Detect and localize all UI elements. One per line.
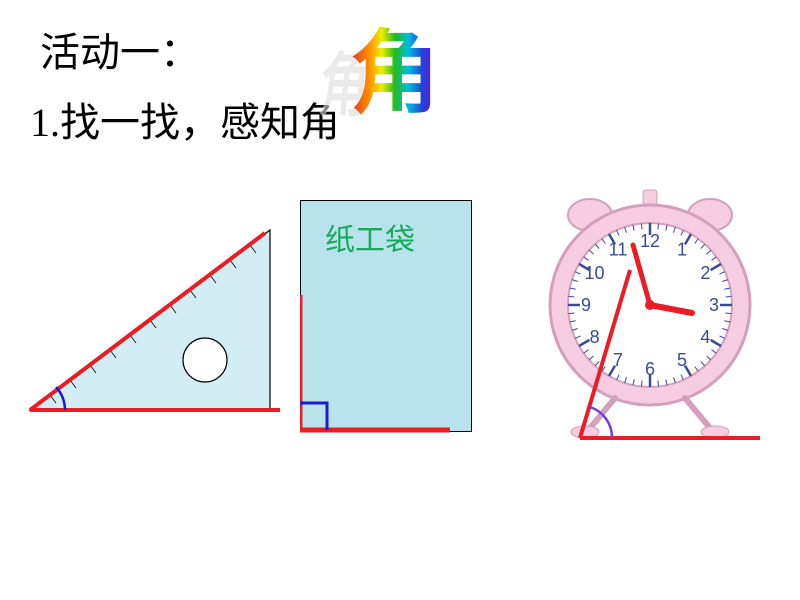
svg-text:1: 1	[677, 239, 687, 259]
svg-text:4: 4	[700, 327, 710, 347]
rainbow-char: 角	[350, 0, 440, 130]
alarm-clock: 12 12 3 45 6 78 9 1011	[535, 180, 795, 470]
svg-text:7: 7	[613, 350, 623, 370]
svg-text:10: 10	[585, 263, 605, 283]
svg-text:9: 9	[581, 295, 591, 315]
subtitle: 1.找一找，感知角	[30, 90, 340, 148]
activity-title: 活动一：	[40, 20, 200, 78]
svg-text:2: 2	[700, 263, 710, 283]
svg-text:8: 8	[590, 327, 600, 347]
slide: 活动一： 1.找一找，感知角 角 角 纸工袋	[0, 0, 800, 600]
triangle-ruler	[20, 210, 290, 430]
paper-bag-angle	[300, 200, 500, 450]
svg-text:6: 6	[645, 359, 655, 379]
svg-text:5: 5	[677, 350, 687, 370]
svg-text:3: 3	[709, 295, 719, 315]
svg-text:11: 11	[609, 239, 628, 259]
svg-text:12: 12	[640, 231, 660, 251]
